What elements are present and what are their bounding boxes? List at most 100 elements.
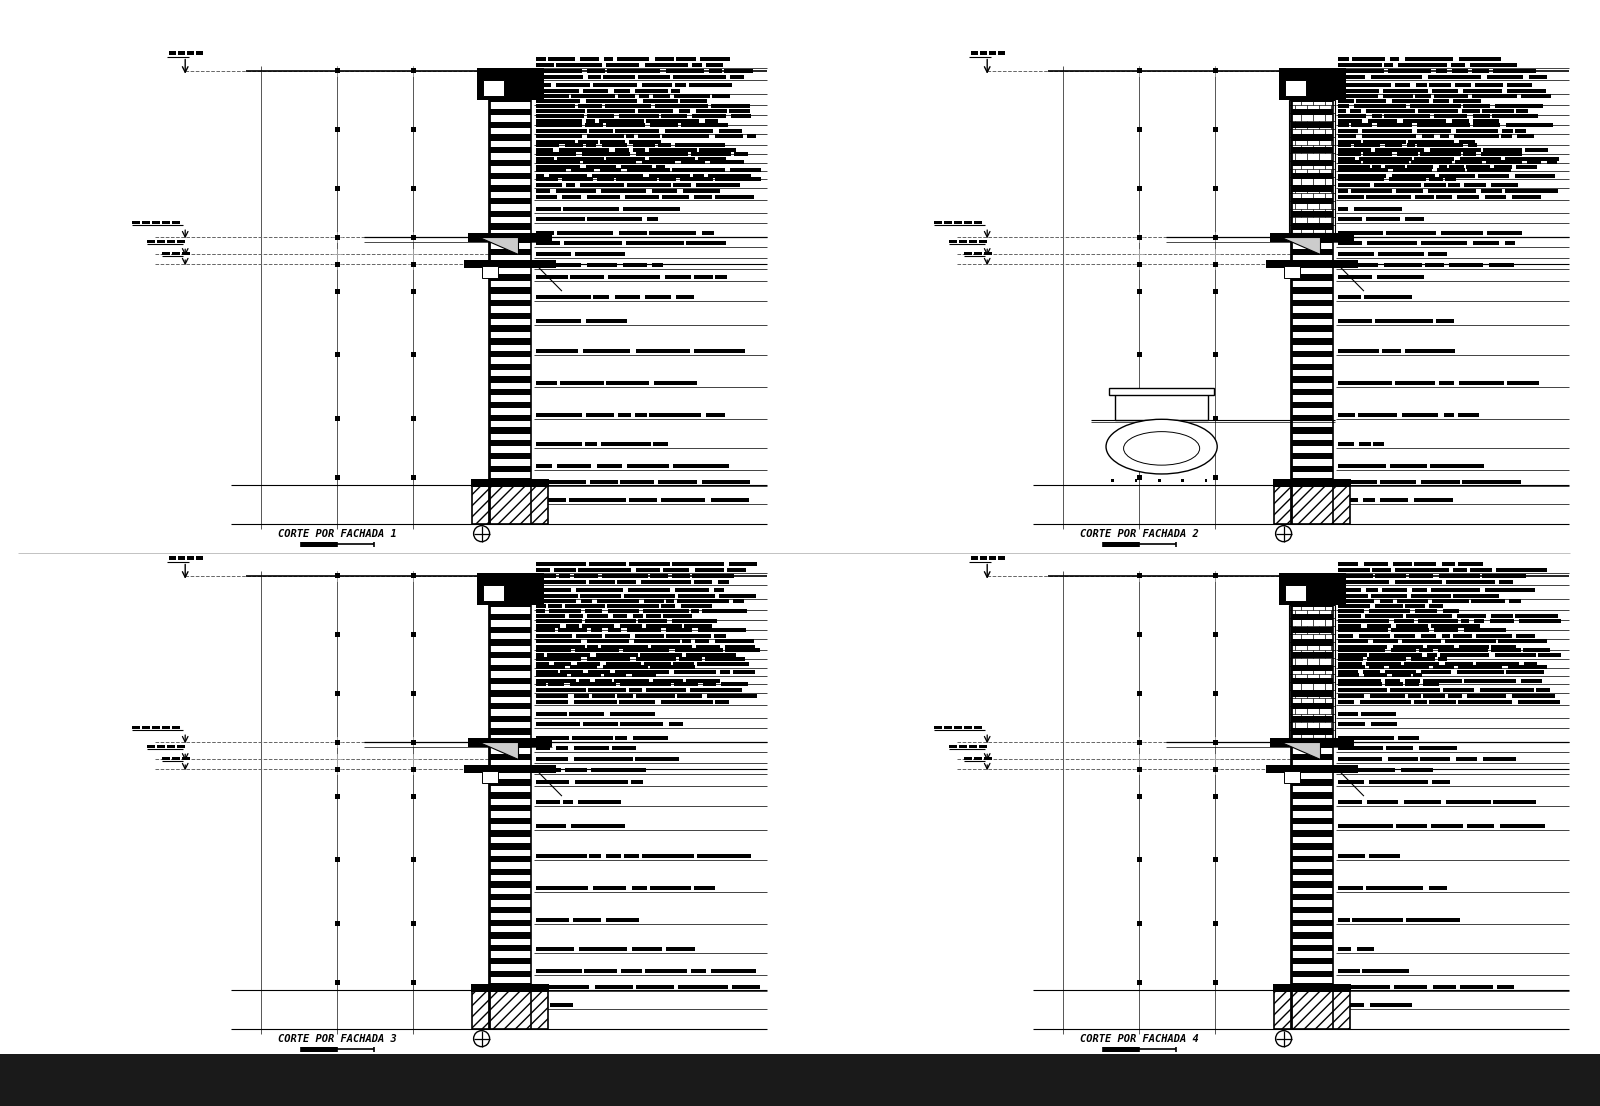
Bar <box>1338 295 1362 299</box>
Bar <box>536 413 582 417</box>
Bar <box>954 726 962 729</box>
Bar <box>1291 191 1333 198</box>
Bar <box>536 104 574 107</box>
Bar <box>1437 70 1446 73</box>
Bar <box>411 573 416 578</box>
Bar <box>1354 104 1406 107</box>
Bar <box>731 114 750 117</box>
Bar <box>1358 413 1397 417</box>
Bar <box>1434 100 1450 103</box>
Bar <box>637 152 688 156</box>
Bar <box>1102 1047 1139 1052</box>
Bar <box>1394 634 1414 638</box>
Bar <box>490 760 531 766</box>
Bar <box>536 594 578 597</box>
Bar <box>490 122 531 128</box>
Bar <box>1499 580 1514 584</box>
Bar <box>1338 947 1350 951</box>
Bar <box>1213 289 1218 293</box>
Bar <box>142 726 150 729</box>
Bar <box>1406 165 1434 169</box>
Bar <box>677 695 702 699</box>
Bar <box>1291 173 1333 179</box>
Bar <box>574 252 626 255</box>
Bar <box>1291 607 1333 614</box>
Bar <box>637 348 690 353</box>
Bar <box>1283 265 1301 278</box>
Bar <box>490 440 531 447</box>
Bar <box>1350 189 1392 194</box>
Bar <box>1338 679 1381 682</box>
Bar <box>1291 983 1333 990</box>
Bar <box>1496 567 1547 572</box>
Bar <box>707 695 757 699</box>
Bar <box>696 645 720 648</box>
Bar <box>1419 648 1434 651</box>
Bar <box>173 757 181 760</box>
Bar <box>1507 83 1533 87</box>
Bar <box>1338 657 1363 660</box>
Bar <box>1458 665 1502 668</box>
Bar <box>334 691 339 696</box>
Bar <box>1464 182 1486 187</box>
Bar <box>1382 94 1413 98</box>
Bar <box>1213 474 1218 480</box>
Bar <box>1338 562 1358 566</box>
Bar <box>1467 695 1506 699</box>
Bar <box>490 159 531 166</box>
Bar <box>1424 182 1446 187</box>
Bar <box>678 594 715 597</box>
Bar <box>1338 442 1354 446</box>
Bar <box>675 588 709 592</box>
Bar <box>1291 951 1333 958</box>
Bar <box>714 634 726 638</box>
Bar <box>490 856 531 863</box>
Bar <box>626 241 685 246</box>
Bar <box>715 275 726 280</box>
Bar <box>536 58 546 61</box>
Bar <box>637 695 675 699</box>
Bar <box>710 104 750 107</box>
Bar <box>536 165 579 169</box>
Bar <box>1291 900 1333 907</box>
Bar <box>1291 932 1333 939</box>
Bar <box>490 734 531 741</box>
Bar <box>1506 241 1515 246</box>
Bar <box>1350 109 1362 113</box>
Bar <box>1338 159 1362 164</box>
Bar <box>1402 639 1442 643</box>
Bar <box>621 722 662 727</box>
Bar <box>1405 348 1454 353</box>
Bar <box>675 295 694 299</box>
Bar <box>1291 843 1333 849</box>
Ellipse shape <box>1106 419 1218 474</box>
Bar <box>1470 63 1517 66</box>
Bar <box>1338 599 1374 603</box>
Bar <box>1390 688 1440 691</box>
Bar <box>726 567 746 572</box>
Bar <box>662 134 709 138</box>
Bar <box>1291 96 1333 103</box>
Bar <box>557 157 605 161</box>
Bar <box>618 695 634 699</box>
Bar <box>1338 104 1349 107</box>
Bar <box>637 657 675 660</box>
Bar <box>1454 83 1470 87</box>
Bar <box>674 463 730 468</box>
Bar <box>1291 134 1333 140</box>
Bar <box>710 159 744 164</box>
Bar <box>602 442 651 446</box>
Bar <box>490 939 531 945</box>
Bar <box>490 932 531 939</box>
Bar <box>490 849 531 856</box>
Bar <box>536 800 560 804</box>
Bar <box>576 588 622 592</box>
Bar <box>1373 114 1382 117</box>
Bar <box>1136 69 1142 73</box>
Bar <box>1389 177 1426 181</box>
Bar <box>1338 182 1370 187</box>
Bar <box>654 380 698 385</box>
Bar <box>1338 800 1362 804</box>
Bar <box>672 168 725 173</box>
Bar <box>490 147 531 154</box>
